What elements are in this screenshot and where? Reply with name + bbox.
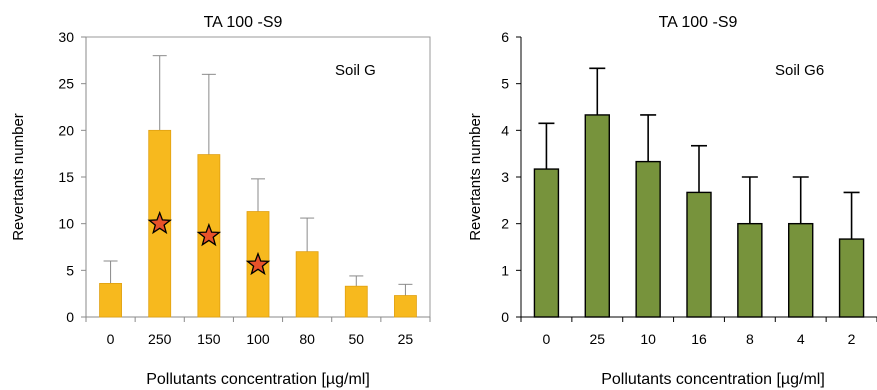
right-bar bbox=[788, 222, 814, 318]
right-bar bbox=[737, 222, 763, 318]
right-bar bbox=[584, 114, 610, 318]
right-x-tick-label: 0 bbox=[543, 331, 551, 347]
left-y-tick-label: 15 bbox=[58, 169, 74, 185]
left-star-marker bbox=[147, 210, 172, 235]
right-y-tick-label: 0 bbox=[501, 309, 509, 325]
right-y-tick-label: 4 bbox=[501, 122, 509, 138]
right-bar bbox=[686, 191, 712, 318]
left-bar bbox=[295, 251, 319, 318]
chart-left: TA 100 -S9 Soil G Revertants number Poll… bbox=[10, 14, 431, 388]
left-x-tick-label: 50 bbox=[348, 331, 364, 347]
chart-right-xlabel: Pollutants concentration [µg/ml] bbox=[601, 371, 825, 388]
right-bar bbox=[533, 168, 560, 318]
chart-right-annotation: Soil G6 bbox=[775, 62, 824, 79]
chart-right-title: TA 100 -S9 bbox=[659, 14, 738, 31]
right-x-tick-label: 25 bbox=[589, 331, 605, 347]
chart-left-ylabel: Revertants number bbox=[10, 113, 27, 241]
chart-right-plot: 0 1 2 3 4 5 6 0 25 10 16 8 4 2 bbox=[501, 29, 877, 347]
left-bar bbox=[344, 285, 368, 318]
left-bar bbox=[394, 295, 417, 318]
left-x-tick-label: 100 bbox=[246, 331, 270, 347]
left-star-marker bbox=[196, 222, 222, 247]
chart-right-ylabel: Revertants number bbox=[467, 113, 484, 241]
right-x-tick-label: 16 bbox=[691, 331, 707, 347]
right-x-tick-label: 2 bbox=[848, 331, 856, 347]
left-y-tick-label: 25 bbox=[58, 76, 74, 92]
chart-left-annotation: Soil G bbox=[335, 62, 376, 79]
left-y-tick-label: 30 bbox=[58, 29, 74, 45]
right-x-tick-label: 10 bbox=[640, 331, 656, 347]
chart-left-xlabel: Pollutants concentration [µg/ml] bbox=[146, 371, 370, 388]
left-y-tick-label: 0 bbox=[66, 309, 74, 325]
left-x-tick-label: 250 bbox=[148, 331, 172, 347]
right-x-tick-label: 8 bbox=[746, 331, 754, 347]
right-y-tick-label: 1 bbox=[501, 262, 509, 278]
left-bar bbox=[99, 282, 122, 318]
left-y-tick-label: 20 bbox=[58, 122, 74, 138]
right-y-tick-label: 3 bbox=[501, 169, 509, 185]
left-y-tick-label: 5 bbox=[66, 262, 74, 278]
chart-left-plot: 0 5 10 15 20 25 30 0 250 150 100 80 50 25 bbox=[58, 29, 431, 347]
left-y-tick-label: 10 bbox=[58, 216, 74, 232]
right-bar bbox=[838, 238, 865, 318]
left-x-tick-label: 0 bbox=[107, 331, 115, 347]
left-x-tick-label: 25 bbox=[398, 331, 414, 347]
right-x-tick-label: 4 bbox=[797, 331, 805, 347]
left-star-marker bbox=[245, 251, 271, 276]
chart-left-title: TA 100 -S9 bbox=[204, 14, 283, 31]
right-y-tick-label: 5 bbox=[501, 76, 509, 92]
right-y-tick-label: 6 bbox=[501, 29, 509, 45]
right-bar bbox=[635, 160, 661, 318]
left-x-tick-label: 150 bbox=[197, 331, 221, 347]
left-x-tick-label: 80 bbox=[299, 331, 315, 347]
right-y-tick-label: 2 bbox=[501, 216, 509, 232]
chart-right: TA 100 -S9 Soil G6 Revertants number Pol… bbox=[467, 14, 877, 388]
